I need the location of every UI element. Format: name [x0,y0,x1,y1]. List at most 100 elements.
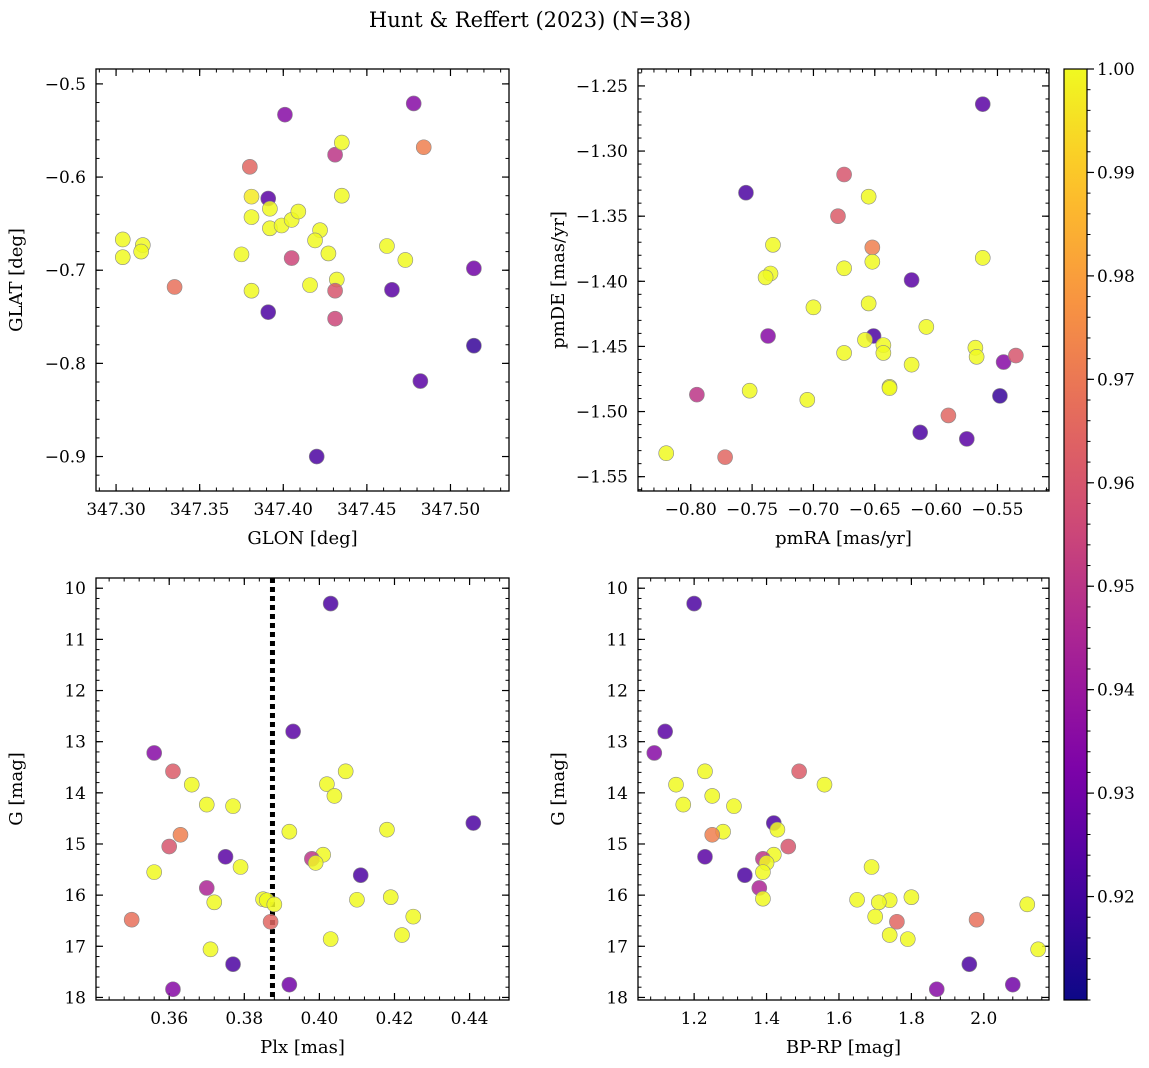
scatter-point [697,763,713,780]
scatter-point [765,237,781,253]
scatter-point [704,826,721,843]
scatter-point [857,332,873,348]
scatter-point [995,354,1012,370]
scatter-point [319,776,335,792]
panels: 347.30 347.35 347.40 347.45 347.50 −0.5 −0.6 −0… [6,68,1050,1058]
scatter-point [871,894,887,911]
y-axis-label: G [mag] [548,752,569,825]
scatter-points [114,95,482,465]
scatter-point [1004,976,1021,993]
axes-frame [95,577,510,1001]
scatter-point [327,310,343,327]
x-tick-label: 0.36 [150,1009,188,1029]
scatter-points [658,96,1024,465]
scatter-point [830,208,846,224]
scatter-point [333,134,350,151]
scatter-point [912,424,928,441]
x-tick-label: 1.6 [825,1009,852,1029]
colorbar: 0.92 0.93 0.94 0.95 0.96 0.97 0.98 0.99 1.00 [1063,60,1135,1001]
y-tick-label: −1.55 [576,468,628,488]
panel-pmra-pmde: −0.80 −0.75 −0.70 −0.65 −0.60 −0.55 −1.25 −1.30… [548,68,1050,549]
scatter-point [243,282,260,299]
scatter-point [928,981,945,998]
scatter-point [881,927,898,943]
colorbar-gradient [1063,68,1088,1001]
x-tick-label: 0.42 [376,1009,414,1029]
scatter-point [243,188,260,205]
scatter-point [836,260,852,277]
scatter-point [114,249,131,265]
scatter-point [903,356,920,373]
y-tick-label: 11 [64,630,86,650]
scatter-point [889,913,905,930]
x-tick-label: −0.55 [971,500,1023,520]
scatter-point [307,855,324,871]
scatter-point [397,252,414,268]
scatter-point [836,345,852,361]
scatter-point [281,823,298,840]
x-tick-label: −0.75 [726,500,778,520]
y-tick-label: 15 [64,835,86,855]
scatter-point [780,838,797,855]
colorbar-tick-label: 0.97 [1097,370,1135,390]
y-tick-label: 10 [606,579,628,599]
scatter-point [165,981,181,998]
x-axis-label: BP-RP [mag] [786,1037,901,1058]
scatter-point [349,891,365,908]
scatter-point [717,449,733,465]
scatter-points [123,578,482,1000]
scatter-point [864,239,881,256]
x-tick-label: 347.45 [337,500,396,520]
scatter-point [958,431,975,447]
scatter-point [198,880,215,896]
colorbar-tick-label: 0.99 [1097,163,1135,183]
scatter-point [260,304,277,320]
scatter-point [146,745,162,761]
scatter-point [232,859,249,875]
y-tick-label: −1.40 [576,272,628,292]
x-tick-label: 347.30 [86,500,145,520]
scatter-point [755,864,771,880]
y-tick-label: 13 [64,733,86,753]
x-tick-label: −0.70 [787,500,839,520]
scatter-point [755,890,771,907]
scatter-point [307,232,323,249]
scatter-point [165,763,181,780]
y-tick-label: 17 [64,937,86,957]
scatter-point [412,373,429,389]
scatter-point [760,328,776,344]
scatter-point [161,838,178,855]
scatter-point [974,250,991,266]
scatter-point [738,184,754,201]
scatter-point [769,821,786,838]
y-tick-label: 14 [64,784,86,804]
scatter-point [379,238,395,254]
scatter-point [974,96,991,112]
scatter-point [202,941,219,958]
y-tick-label: −1.50 [576,403,628,423]
panel-glon-glat: 347.30 347.35 347.40 347.45 347.50 −0.5 −0.6 −0… [6,68,510,549]
x-tick-label: 0.38 [225,1009,263,1029]
panel-plx-g: 0.36 0.38 0.40 0.42 0.44 10 11 12 13 14 15 16 17 18 Pl… [6,577,510,1058]
scatter-point [968,911,985,928]
scatter-point [322,595,339,612]
scatter-point [146,864,162,880]
scatter-point [466,260,482,277]
scatter-point [675,796,692,813]
scatter-point [326,788,343,804]
y-tick-label: −1.25 [576,77,628,97]
colorbar-tick-label: 0.98 [1097,267,1135,287]
scatter-point [466,337,482,354]
scatter-point [686,595,702,612]
axes-frame [637,577,1050,1001]
scatter-point [172,826,189,843]
y-tick-label: 16 [606,886,628,906]
scatter-point [266,896,283,913]
scatter-point [183,776,200,793]
scatter-point [320,245,337,262]
scatter-point [1008,347,1024,364]
scatter-point [302,277,318,293]
scatter-point [405,908,422,925]
x-tick-label: 2.0 [970,1009,997,1029]
